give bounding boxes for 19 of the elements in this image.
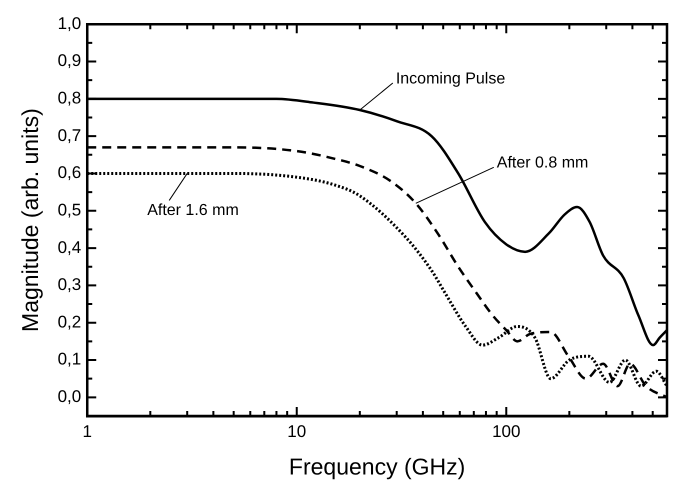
y-tick-label: 0,3 [58,275,82,294]
annotation: Incoming Pulse [396,70,506,88]
y-tick-label: 0,4 [58,238,82,257]
y-tick-label: 0,0 [58,387,82,406]
y-tick-label: 0,6 [58,163,82,182]
x-tick-label: 10 [287,422,306,441]
y-tick-label: 0,1 [58,350,82,369]
x-tick-label: 1 [82,422,92,441]
x-tick-label: 100 [492,422,520,441]
y-tick-label: 0,2 [58,312,82,332]
y-axis-title: Magnitude (arb. units) [17,108,44,332]
y-tick-label: 0,5 [58,200,82,220]
y-tick-label: 0,8 [58,88,82,108]
y-tick-label: 1,0 [58,14,82,33]
annotation: After 1.6 mm [147,202,239,219]
x-axis-title: Frequency (GHz) [288,454,466,480]
annotation: After 0.8 mm [496,154,588,172]
y-tick-label: 0,9 [58,51,82,70]
y-tick-label: 0,7 [58,126,82,145]
